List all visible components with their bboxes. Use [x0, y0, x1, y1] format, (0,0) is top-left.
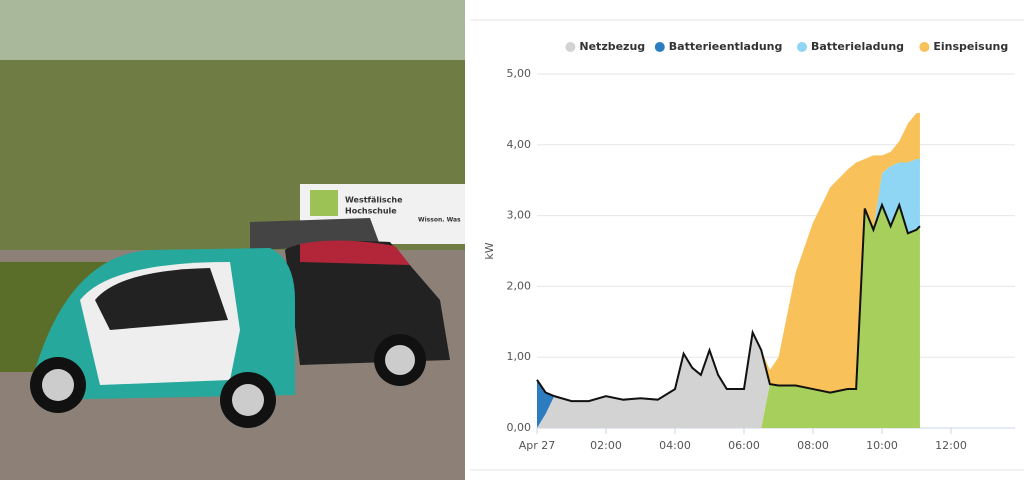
y-tick-label: 1,00	[507, 350, 532, 363]
legend-label: Batterieentladung	[669, 40, 783, 53]
legend-label: Einspeisung	[933, 40, 1008, 53]
y-tick-label: 0,00	[507, 421, 532, 434]
photo: Westfälische Hochschule Wisson. Was	[0, 0, 465, 480]
sign-text: Hochschule	[345, 207, 397, 216]
area	[537, 204, 920, 428]
legend-swatch	[919, 42, 930, 52]
x-tick-label: 10:00	[866, 439, 898, 452]
y-tick-label: 3,00	[507, 209, 532, 222]
area	[537, 158, 920, 402]
area	[537, 204, 920, 428]
x-tick-label: 08:00	[797, 439, 829, 452]
legend-label: Batterieladung	[811, 40, 904, 53]
area	[537, 112, 920, 402]
y-tick-label: 5,00	[507, 67, 532, 80]
legend-swatch	[654, 42, 665, 52]
x-tick-label: 02:00	[590, 439, 622, 452]
x-tick-label: 06:00	[728, 439, 760, 452]
y-tick-label: 2,00	[507, 279, 532, 292]
legend-label: Netzbezug	[579, 40, 645, 53]
truck-text: Wisson. Was	[418, 217, 461, 224]
legend-swatch	[797, 42, 807, 52]
legend-swatch	[565, 42, 576, 52]
y-tick-label: 4,00	[507, 138, 532, 151]
x-tick-label: 04:00	[659, 439, 691, 452]
line	[536, 201, 921, 403]
x-tick-label: Apr 27	[519, 439, 556, 452]
y-axis-label: kW	[483, 242, 496, 259]
sign-text: Westfälische	[345, 196, 403, 205]
x-tick-label: 12:00	[935, 439, 967, 452]
